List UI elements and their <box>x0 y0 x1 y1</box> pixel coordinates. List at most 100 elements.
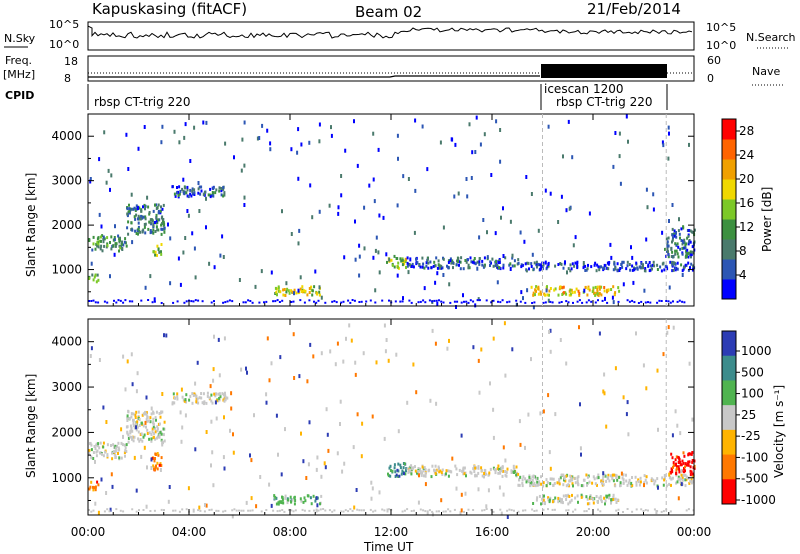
echo-cell <box>603 263 606 267</box>
echo-cell <box>181 395 184 399</box>
echo-cell <box>136 217 139 221</box>
echo-cell <box>504 373 507 378</box>
echo-cell <box>513 259 516 263</box>
echo-cell <box>431 512 434 517</box>
echo-cell <box>397 475 400 478</box>
echo-cell <box>674 463 677 467</box>
echo-cell <box>343 255 346 260</box>
echo-cell <box>405 469 407 473</box>
echo-cell <box>424 474 427 478</box>
echo-cell <box>217 337 220 342</box>
echo-cell <box>564 260 566 265</box>
echo-cell <box>149 231 152 235</box>
echo-cell <box>105 420 108 424</box>
echo-cell <box>265 400 268 405</box>
echo-cell <box>238 509 240 512</box>
echo-cell <box>368 183 371 188</box>
echo-cell <box>420 473 423 477</box>
echo-cell <box>310 285 313 289</box>
echo-cell <box>674 242 677 246</box>
echo-cell <box>189 192 192 196</box>
echo-cell <box>483 264 486 268</box>
echo-cell <box>640 262 643 266</box>
echo-cell <box>98 446 101 450</box>
cpid-label: CPID <box>5 89 34 102</box>
echo-cell <box>481 474 484 478</box>
nsky-panel <box>87 21 695 51</box>
echo-cell <box>115 301 118 304</box>
echo-cell <box>156 221 159 225</box>
echo-cell <box>213 265 216 270</box>
echo-cell <box>311 289 314 293</box>
echo-cell <box>438 470 441 474</box>
echo-cell <box>147 205 150 209</box>
echo-cell <box>497 471 500 475</box>
echo-cell <box>533 261 536 265</box>
echo-cell <box>612 300 615 305</box>
echo-cell <box>96 241 99 245</box>
echo-cell <box>92 509 95 512</box>
echo-cell <box>629 483 632 487</box>
echo-cell <box>454 464 457 468</box>
echo-cell <box>354 360 357 365</box>
echo-cell <box>558 301 561 304</box>
echo-cell <box>596 288 599 291</box>
echo-cell <box>685 251 688 255</box>
echo-cell <box>229 428 231 433</box>
echo-cell <box>145 412 148 416</box>
echo-cell <box>473 465 476 468</box>
echo-cell <box>308 291 311 294</box>
echo-cell <box>196 360 199 365</box>
echo-cell <box>587 287 590 291</box>
echo-cell <box>539 267 542 271</box>
echo-cell <box>509 262 512 266</box>
echo-cell <box>160 432 163 436</box>
echo-cell <box>122 301 125 304</box>
echo-cell <box>147 299 150 301</box>
echo-cell <box>408 299 411 302</box>
echo-cell <box>205 196 207 201</box>
echo-cell <box>506 515 509 519</box>
echo-cell <box>318 293 321 297</box>
echo-cell <box>186 185 189 189</box>
echo-cell <box>687 261 690 265</box>
echo-cell <box>163 223 166 227</box>
echo-cell <box>530 285 533 289</box>
echo-cell <box>395 352 398 357</box>
echo-cell <box>177 256 180 261</box>
echo-cell <box>320 494 323 498</box>
echo-cell <box>284 294 287 297</box>
echo-cell <box>152 250 155 254</box>
echo-cell <box>215 416 218 421</box>
echo-cell <box>561 501 564 505</box>
echo-cell <box>597 473 600 477</box>
nave-label: Nave <box>752 65 780 78</box>
echo-cell <box>683 238 686 242</box>
echo-cell <box>639 476 642 480</box>
x-tick-label: 20:00 <box>576 525 611 539</box>
echo-cell <box>317 299 320 302</box>
echo-cell <box>627 432 630 437</box>
echo-cell <box>582 263 585 267</box>
echo-cell <box>617 300 620 303</box>
echo-cell <box>437 465 440 469</box>
echo-cell <box>458 263 460 267</box>
echo-cell <box>114 224 116 229</box>
echo-cell <box>645 261 648 264</box>
echo-cell <box>186 194 189 198</box>
echo-cell <box>598 268 601 272</box>
echo-cell <box>535 509 538 512</box>
echo-cell <box>668 472 671 477</box>
echo-cell <box>662 510 665 513</box>
echo-cell <box>328 203 331 208</box>
echo-cell <box>631 476 633 479</box>
echo-cell <box>661 140 664 145</box>
echo-cell <box>155 418 157 422</box>
echo-cell <box>525 269 528 273</box>
echo-cell <box>653 264 656 268</box>
echo-cell <box>586 293 589 297</box>
echo-cell <box>155 216 158 220</box>
echo-cell <box>549 191 552 196</box>
echo-cell <box>681 269 684 273</box>
